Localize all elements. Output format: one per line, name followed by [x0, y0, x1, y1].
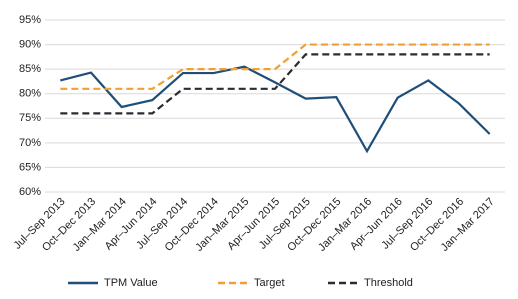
x-tick-label: Oct–Dec 2014	[163, 196, 221, 254]
y-tick-label: 60%	[19, 186, 41, 198]
legend-label: Threshold	[364, 277, 413, 289]
legend-label: Target	[254, 277, 285, 289]
y-tick-label: 75%	[19, 112, 41, 124]
series-line	[60, 53, 490, 115]
x-tick-label: Jan–Mar 2016	[316, 196, 374, 254]
y-tick-label: 95%	[19, 14, 41, 26]
x-tick-label: Jul–Sep 2013	[11, 196, 67, 252]
legend-label: TPM Value	[104, 277, 158, 289]
y-tick-label: 70%	[19, 137, 41, 149]
y-tick-label: 65%	[19, 161, 41, 173]
y-tick-label: 85%	[19, 63, 41, 75]
x-tick-label: Oct–Dec 2013	[40, 196, 98, 254]
x-tick-label: Jan–Mar 2017	[439, 196, 497, 254]
y-tick-label: 90%	[19, 38, 41, 50]
x-tick-label: Jan–Mar 2015	[193, 196, 251, 254]
x-tick-label: Jan–Mar 2014	[71, 196, 129, 254]
series-line	[60, 43, 490, 90]
x-tick-label: Oct–Dec 2016	[408, 196, 466, 254]
y-tick-label: 80%	[19, 88, 41, 100]
x-tick-label: Oct–Dec 2015	[285, 196, 343, 254]
series-line	[60, 65, 491, 154]
